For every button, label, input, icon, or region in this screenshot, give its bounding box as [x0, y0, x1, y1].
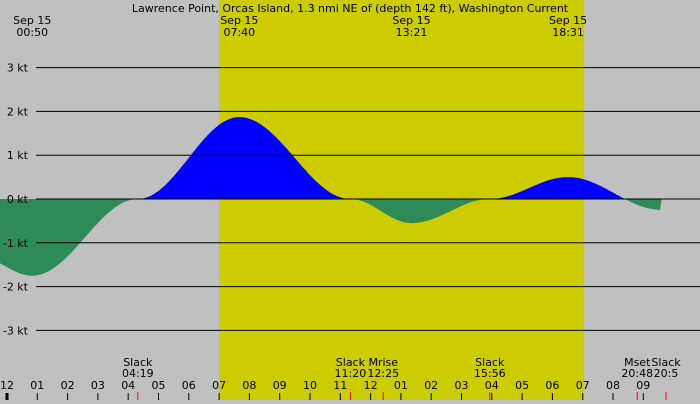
hour-tick-label: 08 — [242, 379, 256, 392]
y-tick-label: -1 kt — [3, 237, 29, 250]
event-time-label: 12:25 — [367, 367, 399, 380]
hour-tick-label: 09 — [273, 379, 287, 392]
event-time-label: 11:20 — [335, 367, 367, 380]
hour-tick-label: 08 — [606, 379, 620, 392]
y-tick-label: -3 kt — [3, 324, 29, 337]
gridlines — [36, 67, 700, 331]
y-tick-label: 0 kt — [7, 193, 29, 206]
hour-tick-label: 02 — [424, 379, 438, 392]
event-time-label: 20:48 — [621, 367, 653, 380]
hour-tick-label: 10 — [303, 379, 317, 392]
ebb-area — [350, 199, 491, 224]
hour-axis: 1112010203040506070809101112010203040506… — [0, 379, 650, 400]
hour-tick-label: 12 — [364, 379, 378, 392]
event-name-label: Slack — [651, 356, 681, 369]
event-time-label: 04:19 — [122, 367, 154, 380]
event-name-label: Mset — [624, 356, 651, 369]
hour-tick-label: 03 — [91, 379, 105, 392]
hour-tick-label: 06 — [182, 379, 196, 392]
extremum-date-label: Sep 15 — [220, 14, 258, 27]
y-tick-label: -2 kt — [3, 281, 29, 294]
extremum-time-label: 13:21 — [396, 26, 428, 39]
event-name-label: Mrise — [368, 356, 398, 369]
y-tick-label: 2 kt — [7, 105, 29, 118]
hour-tick-label: 12 — [0, 379, 14, 392]
extremum-date-label: Sep 15 — [13, 14, 51, 27]
hour-tick-label: 05 — [152, 379, 166, 392]
y-tick-label: 1 kt — [7, 149, 29, 162]
hour-tick-label: 01 — [30, 379, 44, 392]
flood-area — [490, 177, 626, 199]
extremum-time-label: 00:50 — [16, 26, 48, 39]
current-area — [0, 117, 662, 276]
y-tick-label: 3 kt — [7, 62, 29, 75]
extremum-date-label: Sep 15 — [549, 14, 587, 27]
event-time-label: 20:5 — [654, 367, 679, 380]
hour-tick-label: 05 — [515, 379, 529, 392]
hour-tick-label: 09 — [636, 379, 650, 392]
hour-tick-label: 04 — [485, 379, 499, 392]
hour-tick-label: 03 — [455, 379, 469, 392]
flood-area — [138, 117, 351, 199]
hour-tick-label: 07 — [212, 379, 226, 392]
hour-tick-label: 11 — [333, 379, 347, 392]
event-name-label: Slack — [123, 356, 153, 369]
event-name-label: Slack — [475, 356, 505, 369]
hour-tick-label: 06 — [545, 379, 559, 392]
event-name-label: Slack — [336, 356, 366, 369]
chart-title: Lawrence Point, Orcas Island, 1.3 nmi NE… — [132, 2, 569, 15]
y-axis-labels: 3 kt 2 kt 1 kt 0 kt -1 kt -2 kt -3 kt — [3, 62, 29, 338]
hour-tick-label: 01 — [394, 379, 408, 392]
ebb-area — [0, 199, 139, 276]
event-time-label: 15:56 — [474, 367, 506, 380]
extremum-date-label: Sep 15 — [392, 14, 430, 27]
extremum-time-label: 18:31 — [552, 26, 584, 39]
hour-tick-label: 02 — [61, 379, 75, 392]
hour-tick-label: 04 — [121, 379, 135, 392]
hour-tick-label: 07 — [576, 379, 590, 392]
event-labels: Slack04:19Slack11:20Mrise12:25Slack15:56… — [122, 356, 681, 400]
ebb-area — [625, 199, 662, 210]
extremum-time-label: 07:40 — [223, 26, 255, 39]
